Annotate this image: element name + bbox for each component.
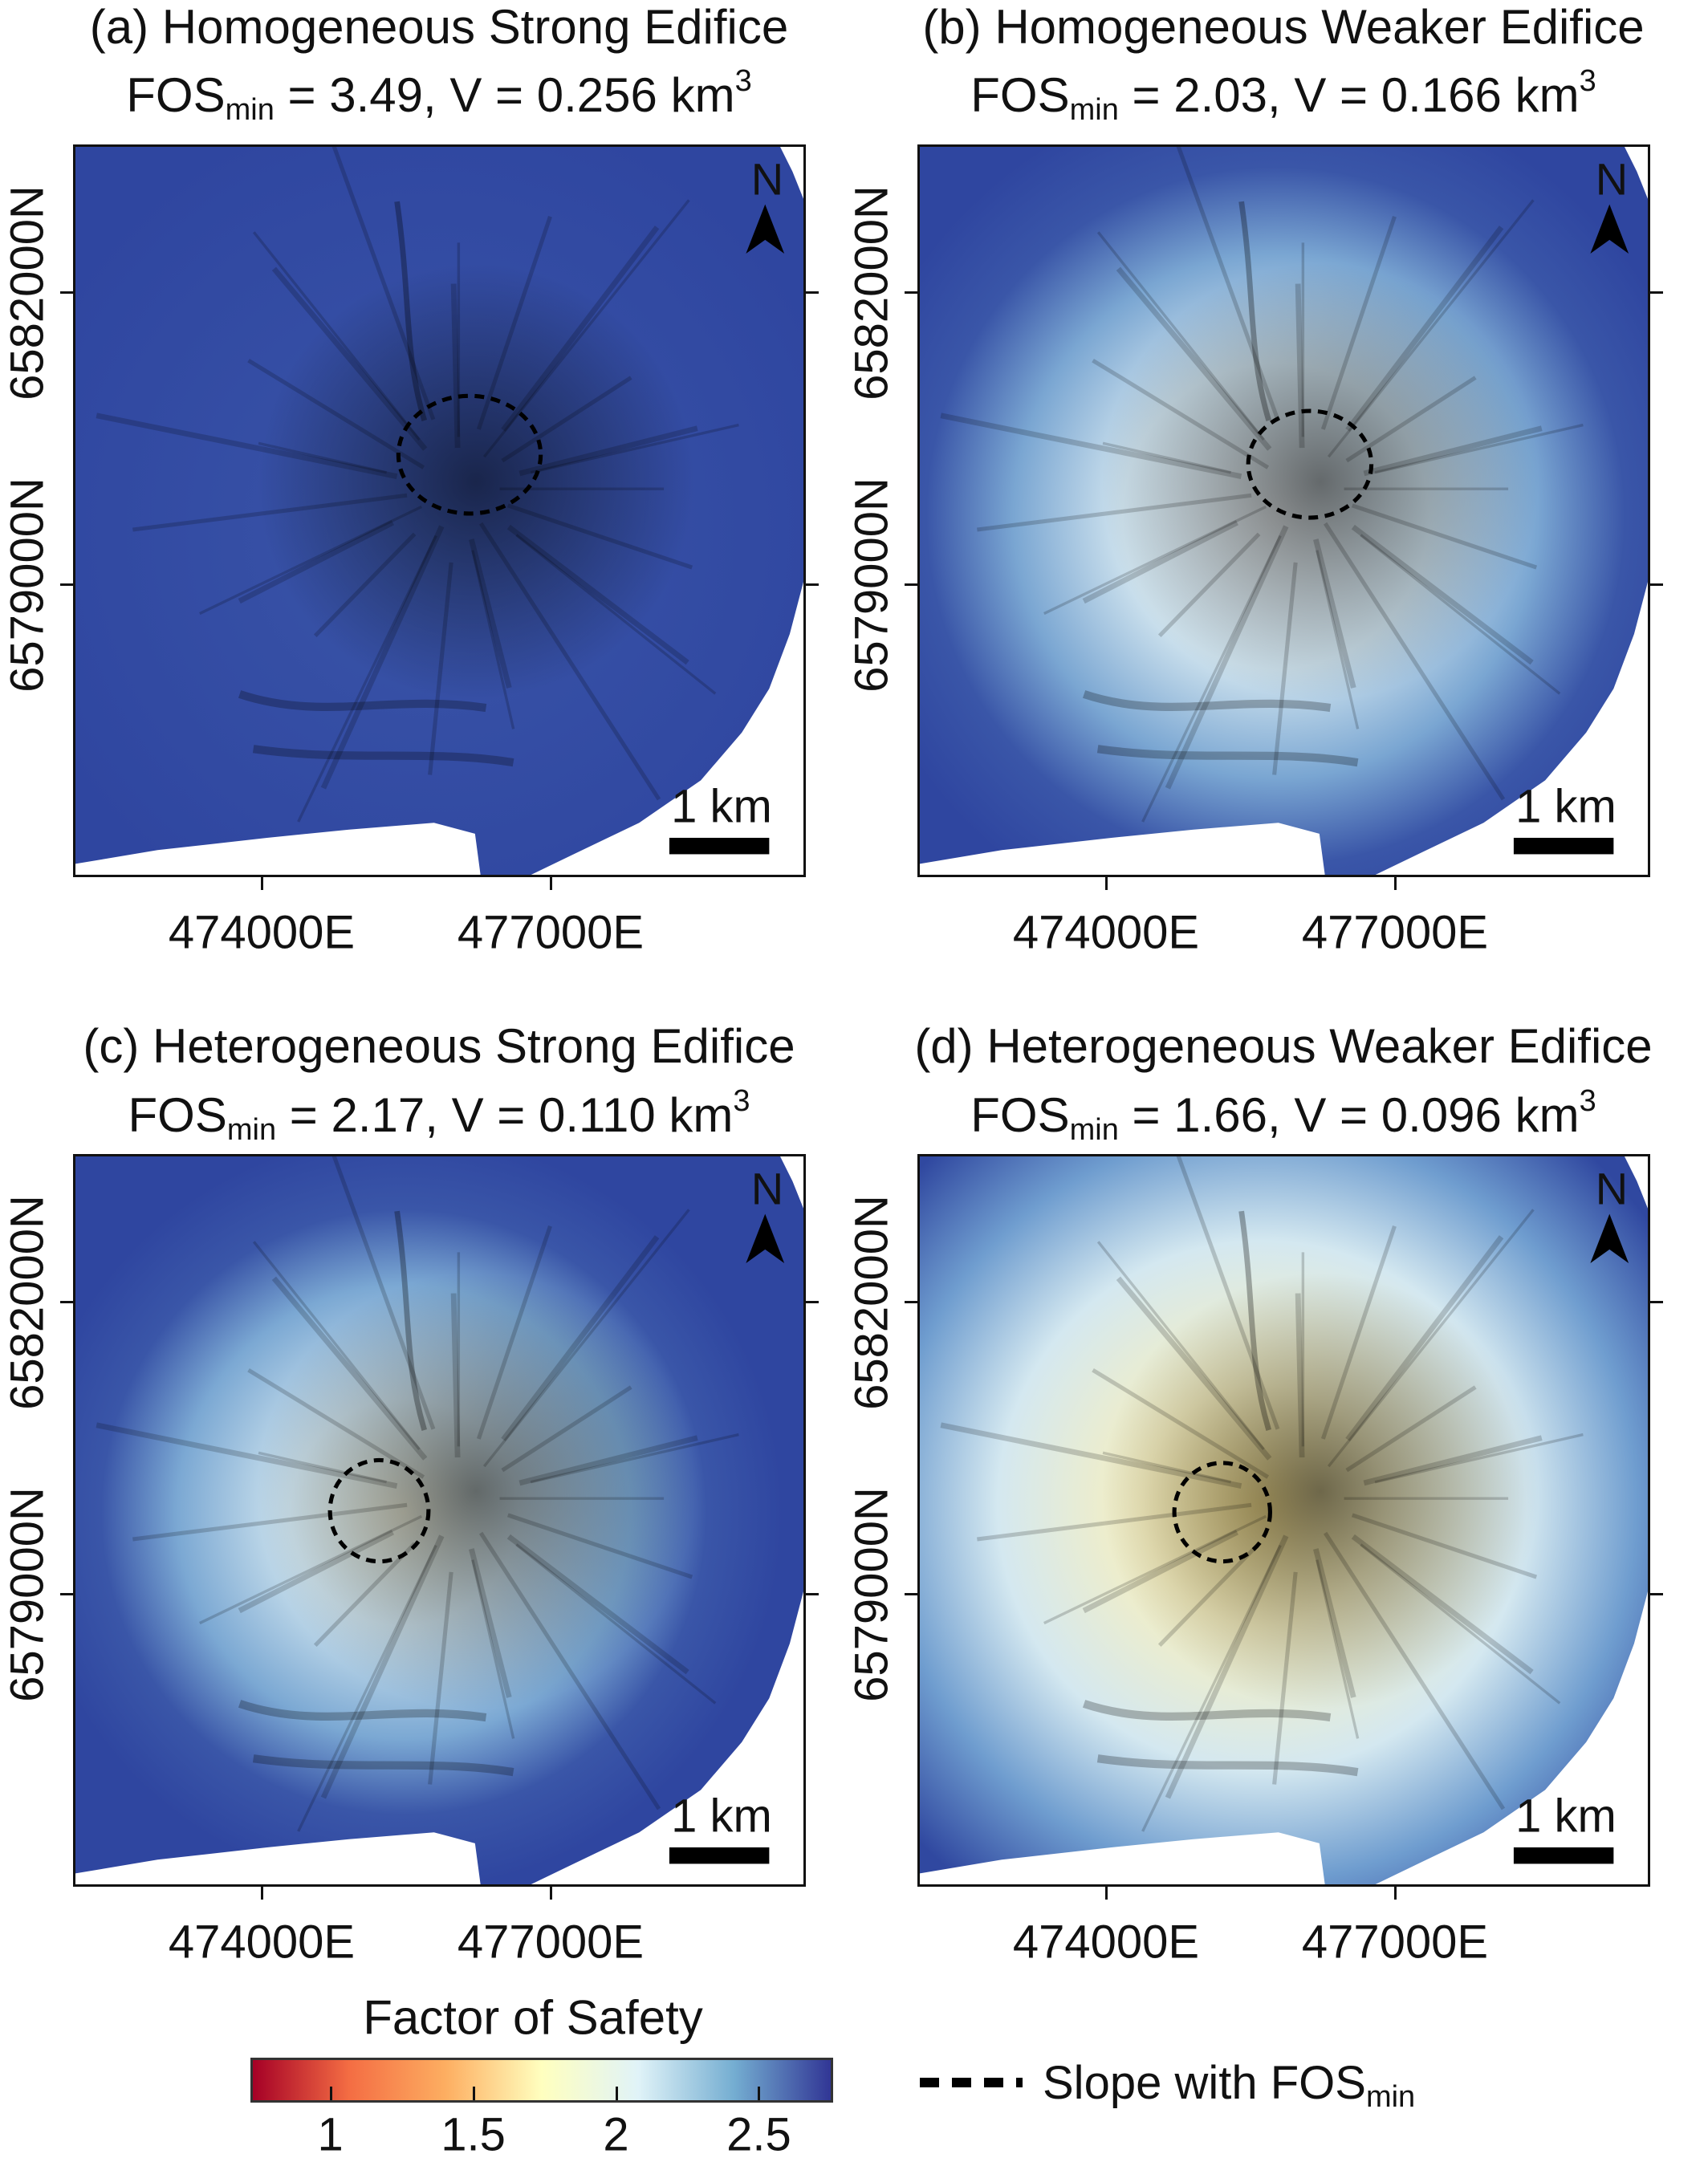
colorbar-tick bbox=[472, 2087, 475, 2100]
x-tick-label: 474000E bbox=[168, 906, 356, 959]
fos-min-slope-outline bbox=[327, 1457, 431, 1564]
x-tick-label: 477000E bbox=[1301, 1916, 1489, 1969]
x-tick-label: 477000E bbox=[457, 906, 645, 959]
y-tick bbox=[1650, 1593, 1663, 1595]
scale-bar bbox=[669, 1847, 770, 1864]
panel-title: (b) Homogeneous Weaker Edifice bbox=[922, 0, 1645, 54]
north-label: N bbox=[1595, 153, 1629, 205]
x-tick bbox=[550, 877, 552, 890]
x-tick-label: 474000E bbox=[168, 1916, 356, 1969]
y-tick bbox=[905, 1593, 917, 1595]
x-tick-label: 477000E bbox=[1301, 906, 1489, 959]
north-label: N bbox=[750, 153, 784, 205]
scale-bar-label: 1 km bbox=[671, 1790, 772, 1843]
y-tick bbox=[905, 291, 917, 294]
x-tick bbox=[1394, 877, 1397, 890]
legend-label: Slope with FOSmin bbox=[1043, 2057, 1416, 2114]
fos-map bbox=[73, 144, 806, 877]
x-tick-label: 474000E bbox=[1012, 906, 1200, 959]
y-tick-label: 6582000N bbox=[845, 185, 898, 400]
scale-bar bbox=[1513, 837, 1614, 855]
colorbar-title: Factor of Safety bbox=[363, 1990, 703, 2045]
x-tick bbox=[261, 877, 263, 890]
panel-subtitle: FOSmin = 1.66, V = 0.096 km3 bbox=[970, 1084, 1596, 1147]
colorbar-tick-label: 2.5 bbox=[726, 2108, 791, 2161]
north-arrow-icon bbox=[1590, 204, 1629, 254]
y-tick-label: 6579000N bbox=[1, 478, 54, 693]
x-tick bbox=[550, 1887, 552, 1900]
y-tick bbox=[60, 291, 73, 294]
scale-bar bbox=[1513, 1847, 1614, 1864]
panel-subtitle: FOSmin = 3.49, V = 0.256 km3 bbox=[126, 64, 752, 127]
y-tick-label: 6579000N bbox=[845, 478, 898, 693]
y-tick bbox=[1650, 1301, 1663, 1303]
y-tick bbox=[806, 1301, 819, 1303]
y-tick bbox=[905, 1301, 917, 1303]
north-arrow-icon bbox=[746, 204, 785, 254]
fos-map bbox=[73, 1154, 806, 1887]
y-tick-label: 6582000N bbox=[1, 185, 54, 400]
y-tick bbox=[806, 1593, 819, 1595]
panel-subtitle: FOSmin = 2.03, V = 0.166 km3 bbox=[970, 64, 1596, 127]
scale-bar-label: 1 km bbox=[671, 780, 772, 833]
north-label: N bbox=[1595, 1163, 1629, 1214]
panel-title: (d) Heterogeneous Weaker Edifice bbox=[914, 1019, 1653, 1073]
x-tick-label: 474000E bbox=[1012, 1916, 1200, 1969]
scale-bar-label: 1 km bbox=[1515, 780, 1616, 833]
y-tick-label: 6579000N bbox=[1, 1487, 54, 1702]
x-tick-label: 477000E bbox=[457, 1916, 645, 1969]
y-tick bbox=[905, 583, 917, 586]
x-tick bbox=[261, 1887, 263, 1900]
y-tick bbox=[60, 583, 73, 586]
y-tick bbox=[60, 1593, 73, 1595]
y-tick bbox=[1650, 291, 1663, 294]
y-tick-label: 6582000N bbox=[845, 1195, 898, 1410]
colorbar-tick-label: 1.5 bbox=[441, 2108, 506, 2161]
legend-dashed-line bbox=[920, 2078, 1023, 2087]
colorbar-tick-label: 2 bbox=[603, 2108, 629, 2161]
y-tick bbox=[60, 1301, 73, 1303]
north-arrow-icon bbox=[1590, 1213, 1629, 1263]
y-tick bbox=[806, 291, 819, 294]
terrain bbox=[920, 1156, 1648, 1884]
y-tick bbox=[1650, 583, 1663, 586]
colorbar-tick bbox=[329, 2087, 332, 2100]
y-tick-label: 6579000N bbox=[845, 1487, 898, 1702]
x-tick bbox=[1394, 1887, 1397, 1900]
colorbar bbox=[250, 2058, 833, 2103]
x-tick bbox=[1105, 877, 1108, 890]
colorbar-tick bbox=[758, 2087, 761, 2100]
panel-subtitle: FOSmin = 2.17, V = 0.110 km3 bbox=[128, 1084, 750, 1147]
fos-map bbox=[917, 1154, 1650, 1887]
colorbar-tick-label: 1 bbox=[317, 2108, 344, 2161]
x-tick bbox=[1105, 1887, 1108, 1900]
panel-title: (c) Heterogeneous Strong Edifice bbox=[83, 1019, 795, 1073]
panel-title: (a) Homogeneous Strong Edifice bbox=[89, 0, 789, 54]
terrain bbox=[75, 1156, 803, 1884]
fos-min-slope-outline bbox=[1172, 1461, 1273, 1564]
terrain bbox=[75, 147, 803, 875]
north-arrow-icon bbox=[746, 1213, 785, 1263]
north-label: N bbox=[750, 1163, 784, 1214]
colorbar-tick bbox=[615, 2087, 618, 2100]
scale-bar bbox=[669, 837, 770, 855]
fos-map bbox=[917, 144, 1650, 877]
scale-bar-label: 1 km bbox=[1515, 1790, 1616, 1843]
y-tick-label: 6582000N bbox=[1, 1195, 54, 1410]
y-tick bbox=[806, 583, 819, 586]
